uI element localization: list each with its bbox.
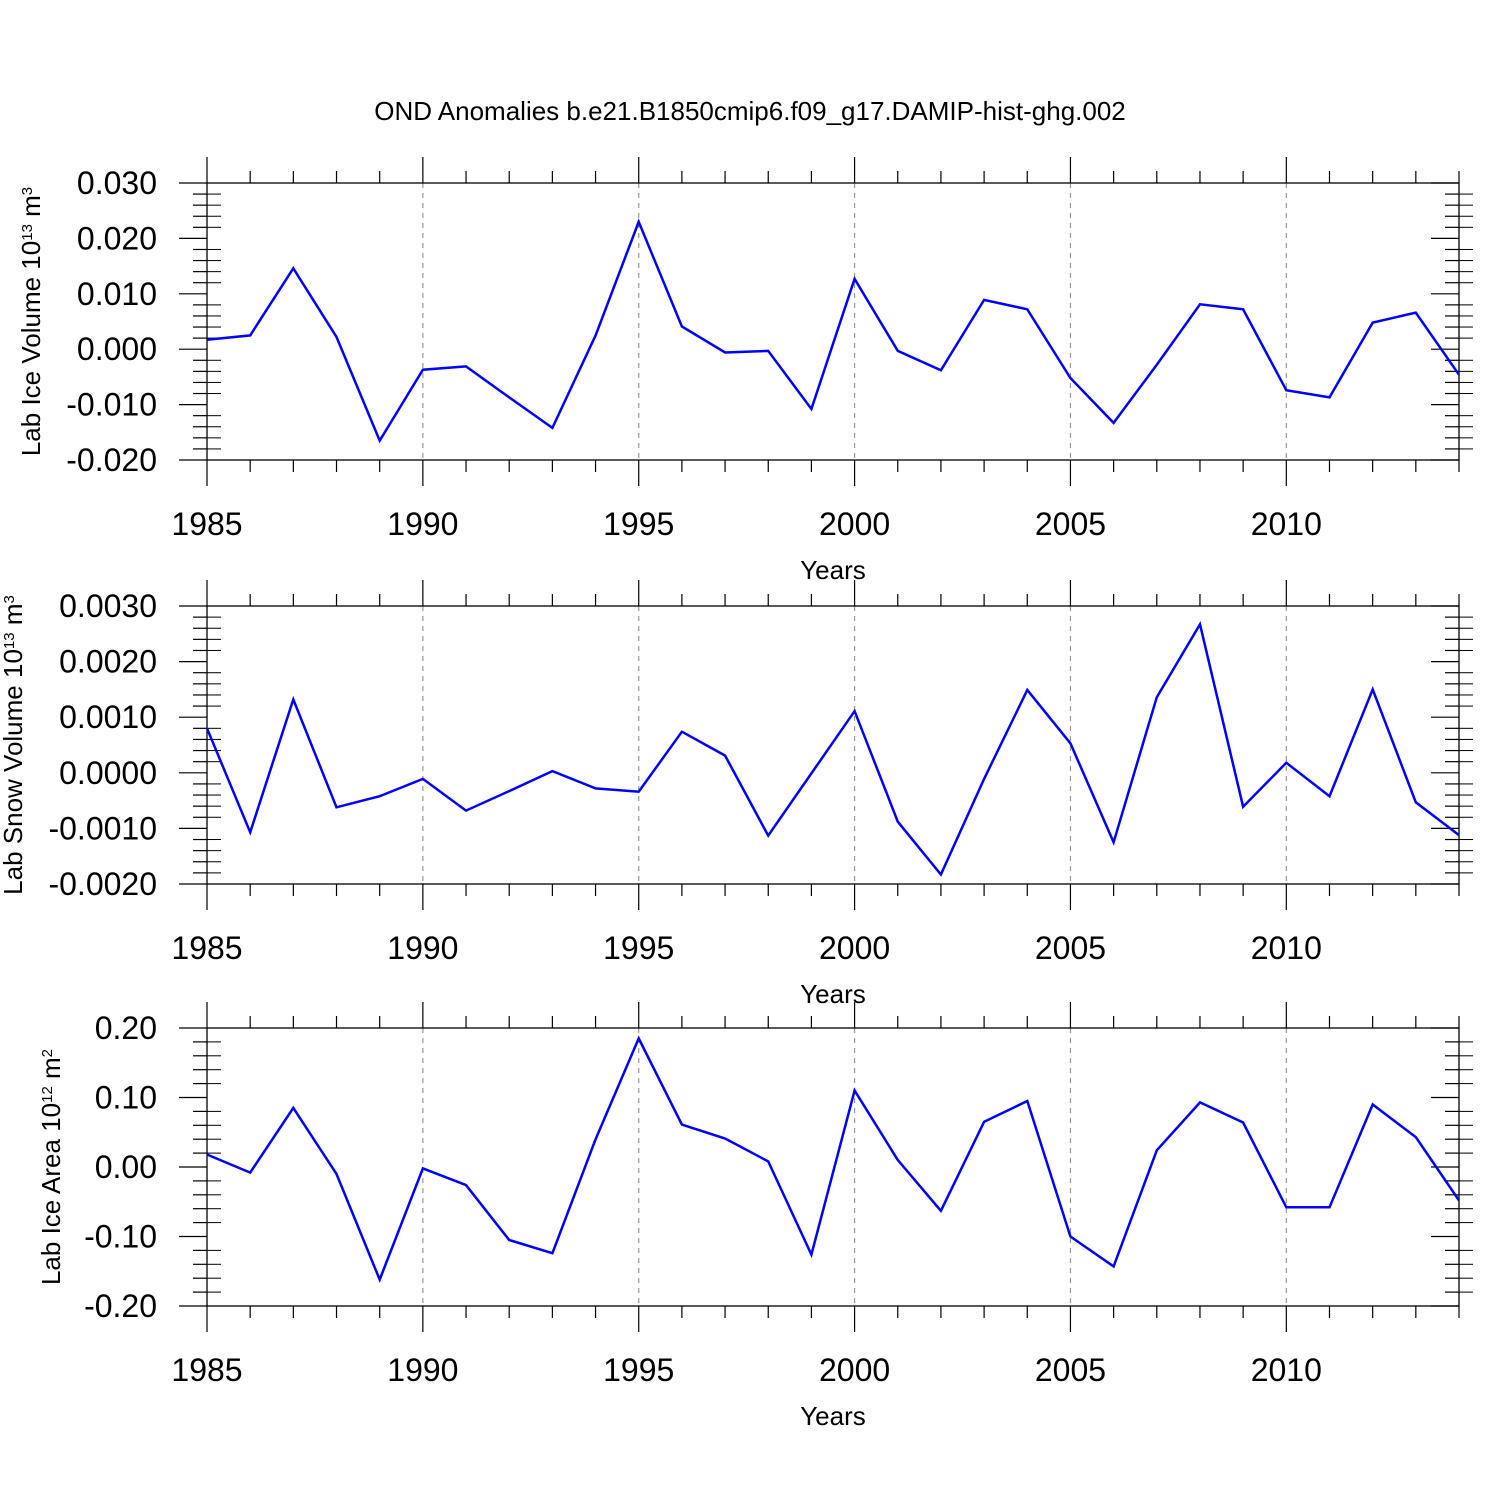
x-tick-label: 2000: [819, 1352, 890, 1388]
x-tick-label: 2005: [1035, 1352, 1106, 1388]
plots-container: 1985 1990 1995 2000 2005 2010 Years -0.020 -0.01…: [0, 157, 1473, 1431]
y-tick-label: -0.0010: [48, 810, 157, 846]
x-axis-label: Years: [800, 1401, 866, 1431]
y-tick-label: 0.20: [95, 1010, 157, 1046]
y-tick-label: 0.0010: [59, 699, 157, 735]
x-tick-label: 1990: [387, 930, 458, 966]
x-tick-label: 2005: [1035, 930, 1106, 966]
y-tick-label: 0.020: [77, 220, 157, 256]
plot-frame: [206, 605, 1460, 885]
x-tick-label: 1990: [387, 1352, 458, 1388]
x-tick-label: 2000: [819, 930, 890, 966]
x-tick-label: 1995: [603, 930, 674, 966]
y-tick-label: -0.0020: [48, 866, 157, 902]
chart-panel-2: 1985 1990 1995 2000 2005 2010 Years -0.0020 -0.0…: [0, 580, 1473, 1009]
y-tick-label: -0.10: [84, 1219, 157, 1255]
data-series-line: [206, 218, 1461, 444]
x-tick-label: 2010: [1251, 506, 1322, 542]
x-axis-label: Years: [800, 555, 866, 585]
data-series-line: [205, 620, 1460, 877]
y-tick-label: 0.10: [95, 1080, 157, 1116]
x-tick-label: 1985: [171, 506, 242, 542]
y-axis-label: Lab Ice Volume 1013 m3: [16, 187, 46, 456]
chart-panel-3: 1985 1990 1995 2000 2005 2010 Years -0.20 -0.10 0…: [36, 1002, 1473, 1431]
y-tick-label: -0.20: [84, 1288, 157, 1324]
data-series-line: [206, 1035, 1461, 1283]
x-tick-label: 1995: [603, 1352, 674, 1388]
y-tick-label: -0.010: [66, 387, 157, 423]
x-tick-label: 2005: [1035, 506, 1106, 542]
x-tick-label: 2000: [819, 506, 890, 542]
chart-panel-1: 1985 1990 1995 2000 2005 2010 Years -0.020 -0.01…: [16, 157, 1473, 585]
y-tick-label: 0.000: [77, 331, 157, 367]
y-tick-label: 0.0000: [59, 755, 157, 791]
figure-title: OND Anomalies b.e21.B1850cmip6.f09_g17.D…: [374, 96, 1126, 126]
x-axis-label: Years: [800, 979, 866, 1009]
x-tick-label: 1985: [171, 1352, 242, 1388]
y-axis-label: Lab Ice Area 1012 m2: [36, 1049, 66, 1285]
x-tick-label: 2010: [1251, 930, 1322, 966]
y-axis-label: Lab Snow Volume 1013 m3: [0, 595, 28, 895]
y-tick-label: 0.00: [95, 1149, 157, 1185]
x-tick-label: 1985: [171, 930, 242, 966]
y-tick-label: -0.020: [66, 442, 157, 478]
y-tick-label: 0.0020: [59, 644, 157, 680]
y-tick-label: 0.030: [77, 165, 157, 201]
x-tick-label: 1990: [387, 506, 458, 542]
x-tick-label: 1995: [603, 506, 674, 542]
x-tick-label: 2010: [1251, 1352, 1322, 1388]
y-tick-label: 0.010: [77, 276, 157, 312]
y-tick-label: 0.0030: [59, 588, 157, 624]
plot-frame: [206, 182, 1460, 461]
